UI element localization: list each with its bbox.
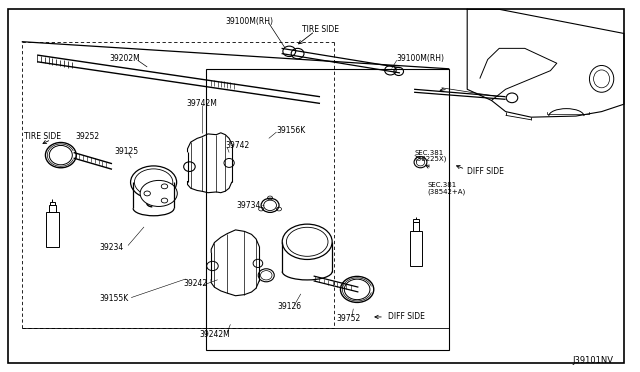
Bar [206,69,449,350]
Text: 39742: 39742 [225,141,250,150]
Text: SEC.381: SEC.381 [415,150,444,155]
Bar [49,205,56,212]
Ellipse shape [144,191,150,196]
Text: 39752: 39752 [336,314,360,323]
Text: 39100M(RH): 39100M(RH) [397,54,445,63]
Ellipse shape [161,198,168,203]
Bar [410,231,422,266]
Text: 39125: 39125 [114,147,138,155]
Bar [46,212,59,247]
Text: 39234: 39234 [100,243,124,252]
Text: (38542+A): (38542+A) [428,189,466,195]
Text: TIRE SIDE: TIRE SIDE [24,132,61,141]
Ellipse shape [161,184,168,189]
Text: 39155K: 39155K [99,294,129,303]
Text: 39100M(RH): 39100M(RH) [226,17,274,26]
Text: 39126: 39126 [277,302,301,311]
Text: DIFF SIDE: DIFF SIDE [388,312,426,321]
Text: TIRE SIDE: TIRE SIDE [301,25,339,33]
Text: 39202M: 39202M [109,54,140,63]
Text: 39734: 39734 [237,201,261,210]
Text: 39252: 39252 [76,132,100,141]
Bar [413,222,419,231]
Text: 39156K: 39156K [276,126,306,135]
Text: (38225X): (38225X) [415,155,447,162]
Text: 39242M: 39242M [199,330,230,339]
Text: 39242: 39242 [183,279,207,288]
Text: SEC.381: SEC.381 [428,182,457,188]
Text: DIFF SIDE: DIFF SIDE [467,167,504,176]
Bar [413,219,419,222]
Ellipse shape [140,180,177,206]
Text: 39742M: 39742M [186,99,217,108]
Text: J39101NV: J39101NV [572,356,613,365]
Bar [50,202,55,205]
